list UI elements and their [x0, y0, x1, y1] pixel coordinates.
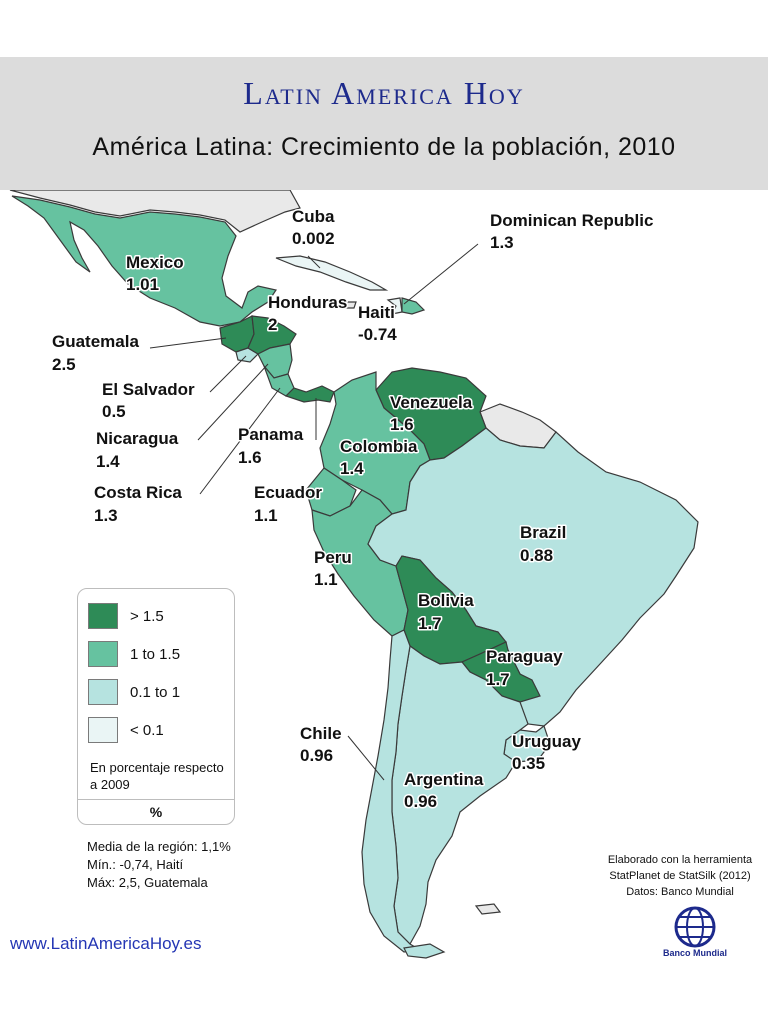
label-el-salvador-name: El Salvador	[102, 380, 195, 399]
legend-swatch	[88, 641, 118, 667]
label-chile-name: Chile	[300, 724, 342, 743]
label-bolivia-name: Bolivia	[418, 591, 474, 610]
label-costa-rica-value: 1.3	[94, 506, 118, 525]
choropleth-map: Mexico 1.01 Cuba 0.002 Dominican Republi…	[9, 190, 699, 959]
stat-mean: Media de la región: 1,1%	[87, 839, 231, 854]
label-colombia-value: 1.4	[340, 459, 364, 478]
label-mexico-name: Mexico	[126, 253, 184, 272]
legend-swatch	[88, 717, 118, 743]
label-dominican-republic-value: 1.3	[490, 233, 514, 252]
label-el-salvador-value: 0.5	[102, 402, 126, 421]
legend-label: > 1.5	[130, 607, 164, 625]
header-banner: Latin America Hoy América Latina: Crecim…	[0, 57, 768, 190]
map-legend: > 1.5 1 to 1.5 0.1 to 1 < 0.1 En porcent…	[77, 588, 235, 825]
country-dominican-republic[interactable]	[401, 297, 426, 315]
country-labels: Mexico 1.01 Cuba 0.002 Dominican Republi…	[51, 206, 655, 813]
label-guatemala-name: Guatemala	[52, 332, 139, 351]
world-bank-logo-text: Banco Mundial	[662, 948, 727, 958]
label-dominican-republic-name: Dominican Republic	[490, 211, 653, 230]
label-peru-name: Peru	[314, 548, 352, 567]
credits: Elaborado con la herramienta StatPlanet …	[598, 852, 762, 900]
region-jamaica	[339, 301, 357, 309]
country-panama[interactable]	[284, 385, 335, 403]
label-peru-value: 1.1	[314, 570, 338, 589]
legend-label: 1 to 1.5	[130, 645, 181, 663]
legend-note: En porcentaje respecto a 2009	[90, 760, 224, 792]
legend-label: 0.1 to 1	[130, 683, 181, 701]
country-haiti[interactable]	[386, 297, 403, 315]
region-falklands	[474, 903, 502, 915]
region-stats: Media de la región: 1,1% Mín.: -0,74, Ha…	[87, 838, 231, 892]
label-haiti-name: Haiti	[358, 303, 395, 322]
label-costa-rica-name: Costa Rica	[94, 483, 182, 502]
label-uruguay-name: Uruguay	[512, 732, 582, 751]
legend-item: 1 to 1.5	[88, 641, 180, 667]
label-colombia-name: Colombia	[340, 437, 418, 456]
label-paraguay-name: Paraguay	[486, 647, 563, 666]
label-honduras-name: Honduras	[268, 293, 347, 312]
label-honduras-value: 2	[268, 315, 277, 334]
region-tierra-del-fuego	[403, 943, 446, 959]
legend-swatch	[88, 679, 118, 705]
world-bank-globe-icon	[674, 906, 716, 948]
label-paraguay-value: 1.7	[486, 670, 510, 689]
legend-unit: %	[78, 799, 234, 825]
label-brazil-value: 0.88	[520, 546, 553, 565]
legend-swatch	[88, 603, 118, 629]
credit-line-1: Elaborado con la herramienta	[607, 854, 753, 866]
label-cuba-value: 0.002	[292, 229, 335, 248]
credit-line-3: Datos: Banco Mundial	[626, 886, 734, 898]
label-mexico-value: 1.01	[126, 275, 159, 294]
leader-lines	[149, 243, 479, 781]
label-venezuela-value: 1.6	[390, 415, 414, 434]
label-uruguay-value: 0.35	[512, 754, 545, 773]
label-bolivia-value: 1.7	[418, 614, 442, 633]
label-guatemala-value: 2.5	[52, 355, 76, 374]
label-panama-value: 1.6	[238, 448, 262, 467]
label-nicaragua-name: Nicaragua	[96, 429, 179, 448]
label-argentina-name: Argentina	[404, 770, 484, 789]
label-ecuador-name: Ecuador	[254, 483, 322, 502]
label-cuba-name: Cuba	[292, 207, 335, 226]
legend-item: > 1.5	[88, 603, 164, 629]
country-cuba[interactable]	[275, 255, 389, 291]
brand-title: Latin America Hoy	[243, 75, 525, 111]
label-chile-value: 0.96	[300, 746, 333, 765]
stat-min: Mín.: -0,74, Haití	[87, 857, 184, 872]
legend-item: 0.1 to 1	[88, 679, 180, 705]
label-nicaragua-value: 1.4	[96, 452, 120, 471]
credit-line-2: StatPlanet de StatSilk (2012)	[609, 870, 751, 882]
country-mexico[interactable]	[11, 195, 277, 327]
map-title: América Latina: Crecimiento de la poblac…	[92, 133, 676, 161]
label-venezuela-name: Venezuela	[390, 393, 473, 412]
country-chile[interactable]	[361, 629, 422, 953]
region-usa	[9, 190, 301, 233]
label-brazil-name: Brazil	[520, 523, 566, 542]
legend-label: < 0.1	[130, 721, 164, 739]
label-ecuador-value: 1.1	[254, 506, 278, 525]
legend-item: < 0.1	[88, 717, 164, 743]
country-el-salvador[interactable]	[235, 347, 259, 363]
label-panama-name: Panama	[238, 425, 304, 444]
label-argentina-value: 0.96	[404, 792, 437, 811]
stat-max: Máx: 2,5, Guatemala	[87, 875, 208, 890]
website-link[interactable]: www.LatinAmericaHoy.es	[10, 934, 202, 953]
label-haiti-value: -0.74	[358, 325, 397, 344]
